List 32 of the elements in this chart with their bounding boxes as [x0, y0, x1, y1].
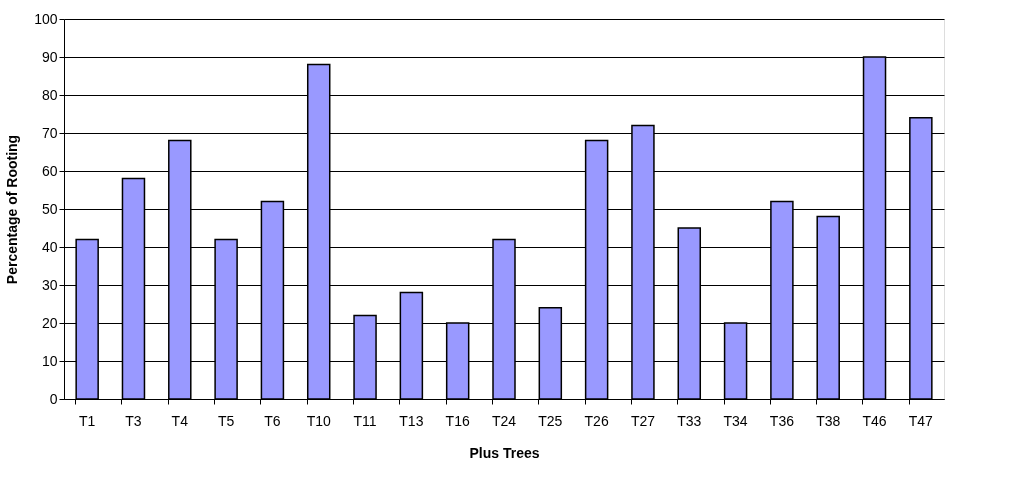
x-tick-label: T27 [630, 412, 656, 429]
x-tick-label: T6 [264, 412, 281, 429]
x-tick-label: T47 [908, 412, 934, 429]
x-tick-label: T33 [677, 412, 702, 429]
x-tick-label: T46 [862, 412, 887, 429]
x-tick-label: T1 [78, 412, 96, 429]
y-tick-label: 70 [41, 124, 58, 141]
x-axis-title: Plus Trees [469, 444, 540, 461]
x-tick-label: T34 [723, 412, 748, 429]
x-tick-label: T24 [491, 412, 517, 429]
x-tick-label: T16 [445, 412, 470, 429]
y-tick-label: 90 [41, 48, 58, 65]
x-tick-label: T3 [125, 412, 142, 429]
x-tick-label: T5 [217, 412, 235, 429]
x-tick-label: T26 [584, 412, 609, 429]
y-tick-label: 80 [41, 86, 58, 103]
y-tick-label: 100 [34, 10, 58, 27]
y-tick-label: 10 [41, 352, 58, 369]
x-tick-label: T4 [171, 412, 189, 429]
y-tick-label: 40 [41, 238, 58, 255]
x-tick-label: T11 [353, 412, 377, 429]
y-tick-label: 50 [41, 200, 58, 217]
x-tick-label: T10 [306, 412, 332, 429]
y-axis-title: Percentage of Rooting [4, 134, 21, 285]
y-tick-label: 20 [41, 314, 58, 331]
y-tick-label: 60 [41, 162, 58, 179]
y-tick-label: 30 [41, 276, 58, 293]
x-tick-label: T38 [816, 412, 841, 429]
y-tick-label: 0 [49, 390, 58, 407]
x-tick-label: T13 [399, 412, 424, 429]
x-tick-label: T36 [769, 412, 795, 429]
x-tick-label: T25 [538, 412, 563, 429]
